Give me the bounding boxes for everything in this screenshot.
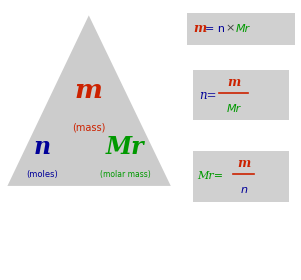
Text: m: m [193, 22, 206, 35]
FancyBboxPatch shape [193, 70, 289, 120]
FancyBboxPatch shape [187, 13, 295, 45]
Text: n: n [34, 135, 51, 159]
Text: m: m [75, 78, 103, 104]
FancyBboxPatch shape [193, 151, 289, 202]
Text: Mr: Mr [235, 24, 250, 34]
Polygon shape [7, 15, 172, 188]
Text: Mr: Mr [106, 135, 144, 159]
Text: Mr: Mr [227, 104, 241, 114]
Text: (molar mass): (molar mass) [100, 171, 150, 179]
Text: = n: = n [205, 24, 225, 34]
Text: (mass): (mass) [72, 122, 105, 132]
Text: (moles): (moles) [26, 171, 58, 179]
Text: ×: × [226, 24, 235, 34]
Text: Mr=: Mr= [197, 171, 223, 181]
Text: m: m [237, 157, 250, 170]
Text: m: m [227, 76, 240, 89]
Text: n: n [240, 185, 247, 195]
Text: n=: n= [199, 89, 217, 102]
